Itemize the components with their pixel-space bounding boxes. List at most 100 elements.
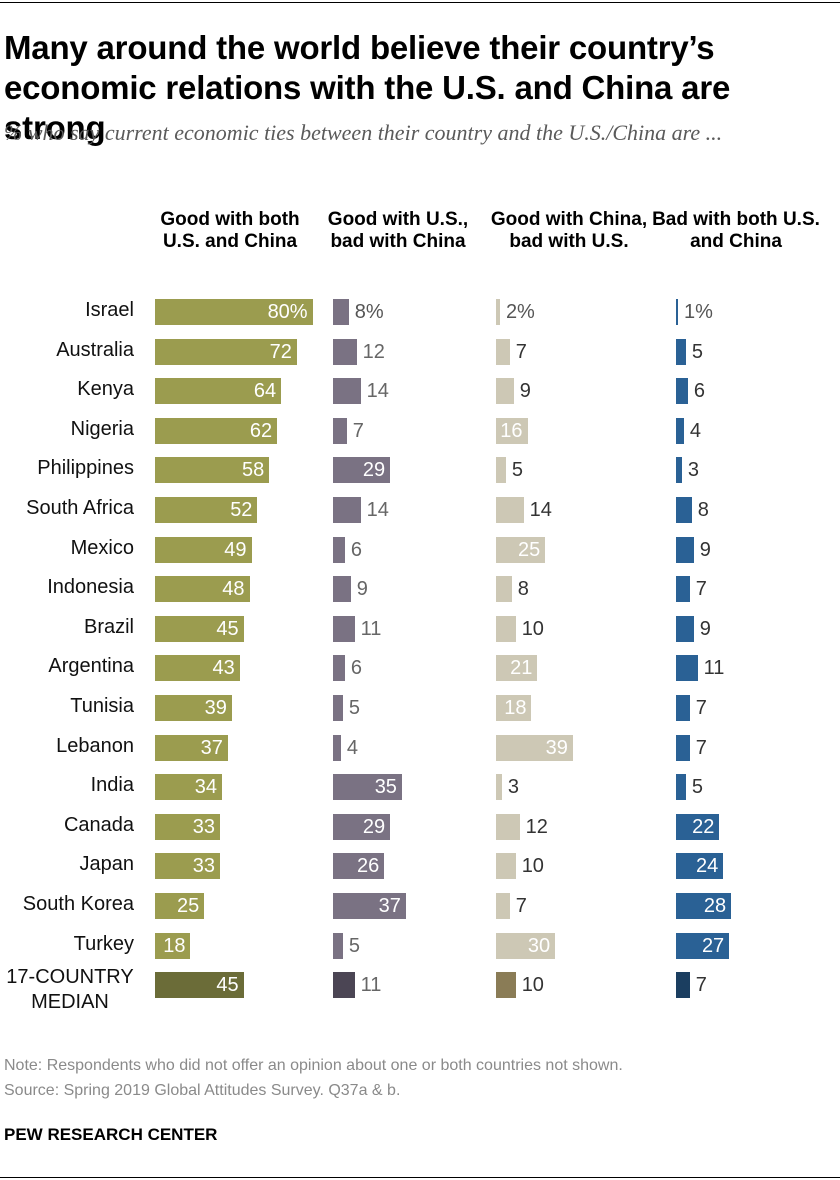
bar-2: [333, 695, 343, 721]
value-label: 25: [177, 895, 200, 917]
bar-4: [676, 378, 688, 405]
country-label: Indonesia: [47, 576, 134, 599]
top-rule: [0, 2, 840, 3]
value-label: 45: [216, 617, 239, 640]
value-label: 3: [687, 459, 700, 482]
bar-4: [676, 615, 694, 642]
value-label: 49: [224, 538, 247, 561]
value-label: 8: [517, 578, 529, 601]
bar-3: [496, 576, 512, 603]
bar-4: [676, 774, 686, 801]
bar-3: [496, 299, 500, 325]
value-label: 33: [192, 815, 215, 838]
value-label: 5: [348, 934, 360, 957]
bar-2: [333, 932, 343, 959]
note-text: Note: Respondents who did not offer an o…: [4, 1057, 623, 1074]
value-label: 48: [222, 578, 245, 601]
value-label: 5: [691, 776, 703, 799]
bar-3: [496, 457, 506, 484]
organization-label: PEW RESEARCH CENTER: [4, 1125, 218, 1144]
value-label: 52: [230, 499, 253, 521]
bar-2: [333, 338, 357, 365]
bar-4: [676, 734, 690, 761]
country-label: Brazil: [83, 615, 134, 638]
value-label: 30: [527, 934, 551, 957]
bar-3: [496, 615, 516, 642]
bar-1: [155, 932, 191, 959]
value-label: 34: [194, 776, 217, 799]
bar-2: [333, 457, 391, 484]
value-label: 24: [696, 855, 719, 878]
country-label: Canada: [63, 813, 134, 836]
bar-3: [496, 813, 520, 840]
bar-4: [676, 695, 690, 721]
bar-4: [676, 853, 724, 880]
bar-2: [333, 972, 355, 999]
bar-3: [496, 417, 528, 444]
value-label: 10: [521, 855, 544, 878]
bar-2: [333, 576, 351, 603]
value-label: 4: [346, 736, 358, 759]
bar-4: [676, 655, 698, 682]
country-label: Japan: [79, 853, 135, 876]
value-label: 7: [695, 697, 707, 719]
value-label: 43: [212, 657, 235, 680]
value-label: 14: [366, 499, 389, 521]
bar-2: [333, 774, 402, 801]
bar-1: [155, 576, 250, 603]
bar-3: [496, 655, 538, 682]
value-label: 7: [695, 974, 707, 997]
bar-4: [676, 576, 690, 603]
value-label: 11: [360, 974, 382, 997]
bar-1: [155, 299, 313, 325]
median-label: 17-COUNTRY MEDIAN: [6, 966, 134, 1014]
country-label: Mexico: [70, 536, 134, 559]
value-label: 62: [249, 419, 273, 442]
footnote: Note: Respondents who did not offer an o…: [4, 1053, 834, 1103]
chart-title: Many around the world believe their coun…: [4, 29, 731, 146]
value-label: 4: [689, 419, 701, 442]
column-header-2: Good with U.S., bad with China: [327, 209, 469, 252]
bar-3: [496, 497, 524, 523]
bar-3: [496, 774, 502, 801]
value-label: 25: [518, 538, 541, 561]
bar-2: [333, 378, 361, 405]
value-label: 11: [703, 657, 725, 680]
country-label: Tunisia: [70, 695, 134, 717]
bar-2: [333, 813, 391, 840]
value-label: 10: [521, 974, 544, 997]
value-label: 8: [697, 499, 709, 521]
value-label: 9: [356, 578, 368, 601]
value-label: 37: [378, 895, 401, 917]
bar-1: [155, 457, 270, 484]
value-label: 6: [350, 657, 362, 680]
bar-3: [496, 972, 516, 999]
bar-1: [155, 615, 244, 642]
bar-1: [155, 734, 228, 761]
country-label: Kenya: [77, 378, 134, 401]
value-label: 5: [348, 697, 360, 719]
bar-1: [155, 497, 258, 523]
value-label: 37: [200, 736, 223, 759]
value-label: 5: [691, 340, 703, 363]
bar-2: [333, 417, 347, 444]
bar-3: [496, 695, 532, 721]
value-label: 6: [350, 538, 362, 561]
column-header-1: Good with both U.S. and China: [160, 209, 300, 252]
bar-2: [333, 655, 345, 682]
bar-1: [155, 417, 278, 444]
value-label: 7: [352, 419, 364, 442]
value-label: 39: [545, 736, 568, 759]
value-label: 14: [366, 380, 389, 403]
value-label: 28: [703, 895, 727, 917]
value-label: 12: [362, 340, 385, 363]
country-label: Lebanon: [56, 734, 134, 757]
value-label: 9: [519, 380, 531, 403]
value-label: 7: [695, 736, 707, 759]
chart-subtitle: % who say current economic ties between …: [4, 120, 723, 145]
bar-2: [333, 853, 385, 880]
value-label: 12: [525, 815, 548, 838]
bar-3: [496, 338, 510, 365]
country-label: South Africa: [26, 497, 134, 519]
bar-1: [155, 813, 220, 840]
